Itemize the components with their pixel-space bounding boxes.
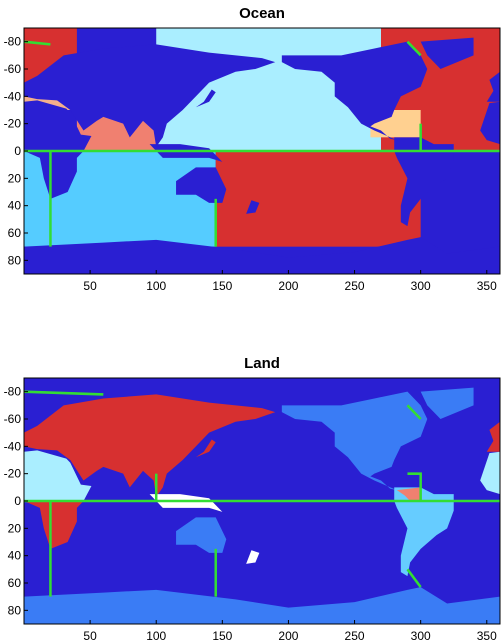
y-tick-label: -40 <box>4 439 22 453</box>
x-tick-label: 150 <box>212 279 232 293</box>
y-tick-label: -80 <box>4 385 22 399</box>
x-tick-label: 300 <box>411 279 431 293</box>
boundaries <box>23 390 501 597</box>
x-tick-label: 350 <box>477 279 497 293</box>
chart-title: Land <box>244 355 280 372</box>
chart-title: Ocean <box>239 5 285 22</box>
x-tick-label: 100 <box>146 629 166 641</box>
y-tick-label: 40 <box>8 549 22 563</box>
x-tick-label: 150 <box>212 629 232 641</box>
y-tick-label: 80 <box>8 603 22 617</box>
y-tick-label: -20 <box>4 467 22 481</box>
y-tick-label: -60 <box>4 412 22 426</box>
y-tick-label: -80 <box>4 35 22 49</box>
x-tick-label: 350 <box>477 629 497 641</box>
x-tick-label: 200 <box>278 629 298 641</box>
x-tick-label: 250 <box>345 629 365 641</box>
x-tick-label: 50 <box>83 629 97 641</box>
y-tick-label: 60 <box>8 576 22 590</box>
x-tick-label: 200 <box>278 279 298 293</box>
x-tick-label: 300 <box>411 629 431 641</box>
y-tick-label: 20 <box>8 521 22 535</box>
y-tick-label: -60 <box>4 62 22 76</box>
y-tick-label: 0 <box>14 494 21 508</box>
pacific-south <box>215 151 421 247</box>
x-tick-label: 50 <box>83 279 97 293</box>
y-tick-label: 60 <box>8 226 22 240</box>
y-tick-label: 40 <box>8 199 22 213</box>
x-tick-label: 250 <box>345 279 365 293</box>
y-tick-label: 80 <box>8 253 22 267</box>
x-tick-label: 100 <box>146 279 166 293</box>
y-tick-label: 20 <box>8 171 22 185</box>
y-tick-label: -20 <box>4 117 22 131</box>
y-tick-label: 0 <box>14 144 21 158</box>
boundaries <box>23 40 501 247</box>
y-tick-label: -40 <box>4 89 22 103</box>
